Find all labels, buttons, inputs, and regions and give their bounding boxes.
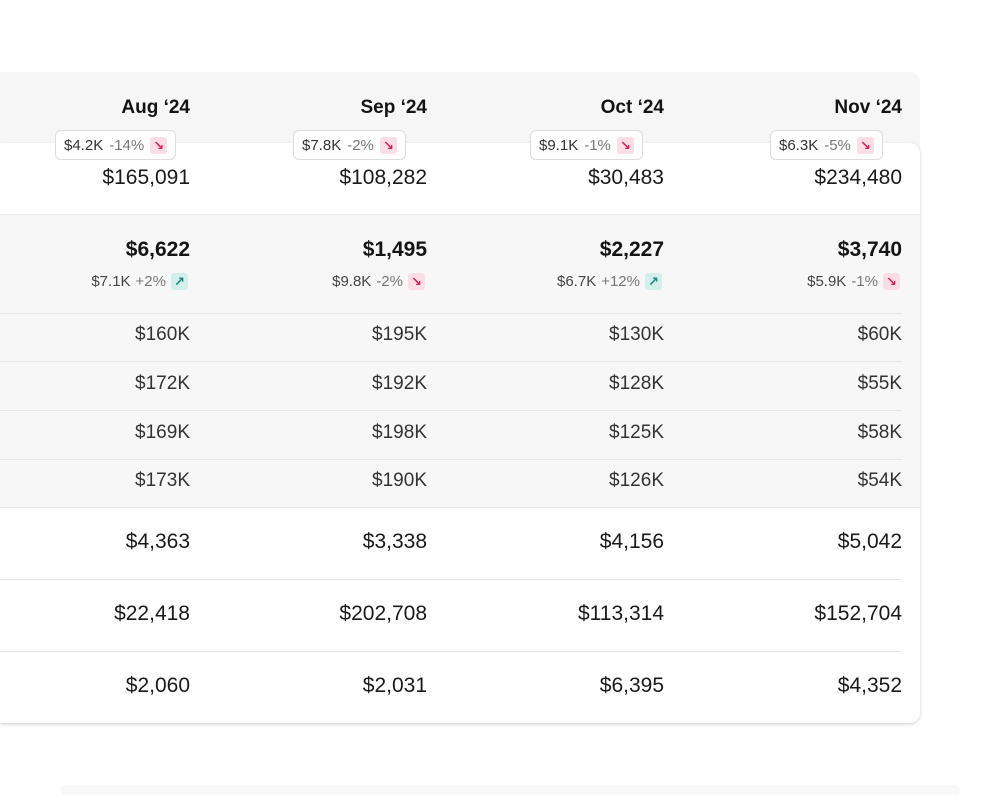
row-divider	[0, 579, 902, 580]
badge-change: -14%	[109, 136, 145, 154]
arrow-down-right-icon: ↘	[883, 273, 900, 290]
table-cell: $6,395	[599, 674, 664, 697]
arrow-down-right-icon: ↘	[856, 136, 874, 154]
highlight-value: $1,495	[362, 238, 427, 261]
sub-row-cell: $198K	[372, 422, 427, 443]
arrow-up-right-icon: ↗	[171, 273, 188, 290]
column-header-month[interactable]: Aug ‘24	[121, 97, 190, 118]
column-header-month[interactable]: Oct ‘24	[600, 97, 664, 118]
row-divider	[0, 459, 902, 460]
sub-row-cell: $60K	[857, 324, 902, 345]
change-badge[interactable]: $7.8K -2% ↘	[293, 130, 406, 160]
table-cell: $5,042	[837, 530, 902, 553]
sub-row-cell: $160K	[135, 324, 190, 345]
sub-row-cell: $169K	[135, 422, 190, 443]
highlight-change: $6.7K +12% ↗	[557, 273, 662, 290]
change-badge[interactable]: $6.3K -5% ↘	[770, 130, 883, 160]
arrow-down-right-icon: ↘	[408, 273, 425, 290]
arrow-up-right-icon: ↗	[645, 273, 662, 290]
table-cell: $165,091	[102, 166, 190, 189]
highlight-sub-amount: $9.8K	[332, 273, 372, 290]
highlight-change: $7.1K +2% ↗	[91, 273, 188, 290]
highlight-sub-change: -2%	[376, 273, 403, 290]
sub-row-cell: $173K	[135, 470, 190, 491]
table-cell: $234,480	[814, 166, 902, 189]
badge-amount: $9.1K	[539, 136, 579, 154]
table-cell: $4,363	[125, 530, 190, 553]
highlight-value: $3,740	[837, 238, 902, 261]
badge-amount: $6.3K	[779, 136, 819, 154]
row-divider	[0, 410, 902, 411]
highlight-sub-change: +2%	[135, 273, 166, 290]
highlight-sub-amount: $6.7K	[557, 273, 597, 290]
table-cell: $152,704	[814, 602, 902, 625]
badge-change: -2%	[347, 136, 374, 154]
column-header-month[interactable]: Sep ‘24	[360, 97, 427, 118]
badge-change: -1%	[584, 136, 611, 154]
highlight-row	[0, 214, 920, 313]
highlight-value: $2,227	[599, 238, 664, 261]
sub-row-cell: $125K	[609, 422, 664, 443]
card-shadow	[60, 785, 960, 795]
highlight-sub-change: -1%	[851, 273, 878, 290]
row-divider	[0, 214, 920, 215]
sub-row-cell: $58K	[857, 422, 902, 443]
row-divider	[0, 313, 902, 314]
badge-change: -5%	[824, 136, 851, 154]
row-divider	[0, 361, 902, 362]
table-cell: $3,338	[362, 530, 427, 553]
column-header-month[interactable]: Nov ‘24	[834, 97, 902, 118]
table-cell: $4,156	[599, 530, 664, 553]
highlight-value: $6,622	[125, 238, 190, 261]
highlight-sub-amount: $7.1K	[91, 273, 131, 290]
sub-row-cell: $55K	[857, 373, 902, 394]
change-badge[interactable]: $9.1K -1% ↘	[530, 130, 643, 160]
arrow-down-right-icon: ↘	[379, 136, 397, 154]
sub-row-cell: $195K	[372, 324, 427, 345]
table-cell: $113,314	[577, 602, 664, 625]
sub-row-cell: $192K	[372, 373, 427, 394]
highlight-sub-change: +12%	[601, 273, 640, 290]
badge-amount: $7.8K	[302, 136, 342, 154]
table-cell: $2,031	[362, 674, 427, 697]
row-divider	[0, 507, 920, 508]
arrow-down-right-icon: ↘	[150, 136, 168, 154]
table-cell: $2,060	[125, 674, 190, 697]
sub-row-cell: $128K	[609, 373, 664, 394]
table-cell: $202,708	[339, 602, 427, 625]
table-cell: $30,483	[588, 166, 664, 189]
highlight-sub-amount: $5.9K	[807, 273, 847, 290]
table-cell: $108,282	[339, 166, 427, 189]
sub-row-cell: $54K	[857, 470, 902, 491]
badge-amount: $4.2K	[64, 136, 104, 154]
table-cell: $4,352	[837, 674, 902, 697]
highlight-change: $5.9K -1% ↘	[807, 273, 900, 290]
row-divider	[0, 651, 902, 652]
change-badge[interactable]: $4.2K -14% ↘	[55, 130, 177, 160]
sub-row-cell: $172K	[135, 373, 190, 394]
arrow-down-right-icon: ↘	[616, 136, 634, 154]
table-cell: $22,418	[114, 602, 190, 625]
sub-row-cell: $190K	[372, 470, 427, 491]
sub-row-cell: $126K	[609, 470, 664, 491]
highlight-change: $9.8K -2% ↘	[332, 273, 425, 290]
sub-row-cell: $130K	[609, 324, 664, 345]
